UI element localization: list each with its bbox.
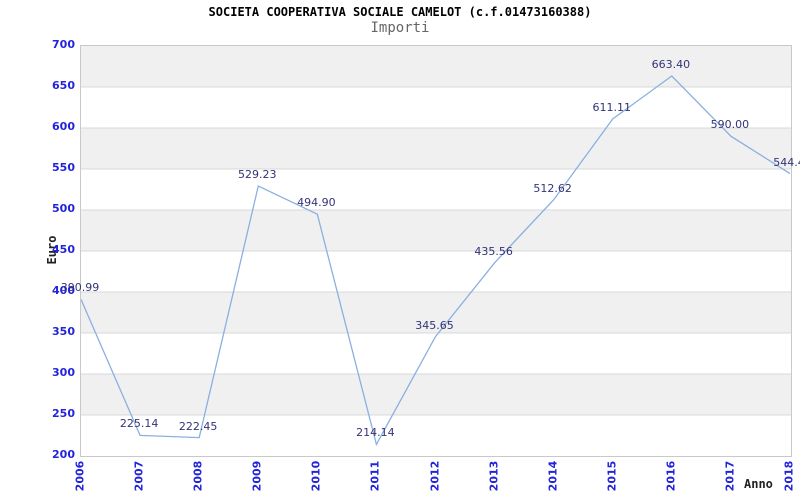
data-point-label: 590.00 — [710, 118, 750, 132]
plot-area — [80, 45, 792, 457]
x-tick-label: 2017 — [723, 460, 737, 492]
x-tick-label: 2013 — [487, 460, 501, 492]
x-tick-label: 2014 — [546, 460, 560, 492]
y-tick-label: 600 — [52, 120, 75, 133]
chart-subtitle: Importi — [370, 20, 430, 36]
data-point-label: 225.14 — [119, 417, 159, 431]
x-tick-label: 2008 — [191, 460, 205, 492]
background-band — [81, 128, 791, 169]
data-point-label: 435.56 — [474, 244, 513, 258]
x-tick-label: 2018 — [782, 460, 796, 492]
data-point-label: 611.11 — [592, 100, 632, 114]
y-tick-label: 400 — [52, 284, 75, 297]
background-band — [81, 169, 791, 210]
data-point-label: 529.23 — [238, 168, 277, 182]
background-band — [81, 46, 791, 87]
y-tick-label: 200 — [52, 448, 75, 461]
background-band — [81, 374, 791, 415]
background-band — [81, 292, 791, 333]
chart-title: SOCIETA COOPERATIVA SOCIALE CAMELOT (c.f… — [208, 5, 592, 19]
data-point-label: 214.14 — [356, 426, 395, 440]
data-point-label: 494.90 — [297, 196, 336, 210]
y-tick-label: 250 — [52, 407, 75, 420]
data-point-label: 345.65 — [415, 318, 454, 332]
background-band — [81, 210, 791, 251]
x-tick-label: 2016 — [664, 460, 678, 492]
x-tick-label: 2009 — [250, 460, 264, 492]
y-tick-label: 450 — [52, 243, 75, 256]
x-tick-label: 2012 — [428, 460, 441, 492]
y-tick-label: 650 — [52, 79, 75, 92]
data-point-label: 390.99 — [60, 281, 100, 295]
x-tick-label: 2015 — [605, 460, 619, 492]
data-point-label: 512.62 — [533, 181, 572, 195]
background-band — [81, 251, 791, 292]
data-line — [81, 75, 791, 447]
data-point-label: 663.40 — [651, 58, 691, 71]
y-tick-label: 300 — [52, 366, 75, 379]
x-tick-label: 2011 — [368, 460, 382, 492]
x-tick-label: 2010 — [309, 460, 323, 492]
data-point-label: 222.45 — [178, 419, 218, 433]
line-chart-svg — [81, 46, 791, 456]
x-axis-title: Anno — [744, 477, 773, 491]
y-tick-label: 700 — [52, 38, 75, 51]
y-tick-label: 550 — [52, 161, 75, 174]
x-tick-label: 2006 — [73, 460, 87, 492]
background-band — [81, 87, 791, 128]
y-tick-label: 500 — [52, 202, 75, 215]
y-tick-label: 350 — [52, 325, 75, 338]
background-band — [81, 333, 791, 374]
data-point-label: 544.4 — [773, 155, 800, 169]
x-tick-label: 2007 — [132, 460, 146, 492]
